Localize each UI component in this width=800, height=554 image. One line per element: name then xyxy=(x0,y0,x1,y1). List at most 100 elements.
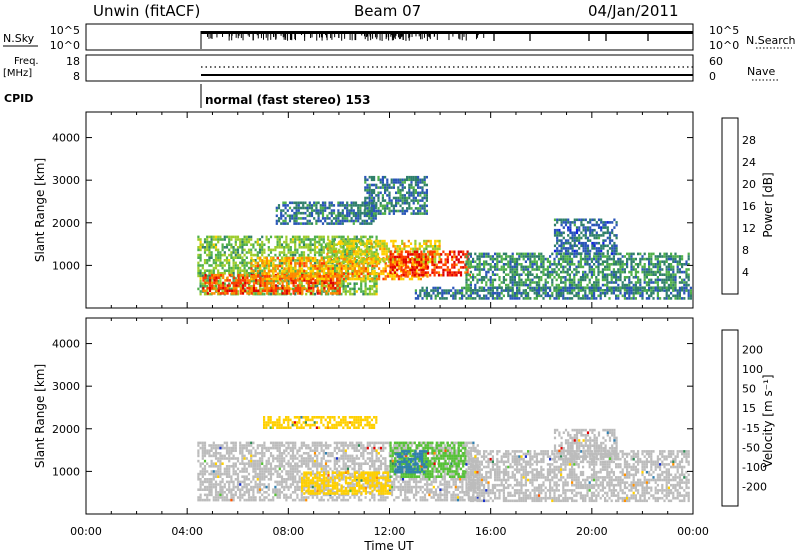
data-cell xyxy=(284,204,287,207)
station-title: Unwin (fitACF) xyxy=(93,2,200,20)
data-cell xyxy=(295,222,298,225)
data-cell xyxy=(362,275,365,278)
data-cell xyxy=(285,289,289,293)
data-cell xyxy=(483,260,486,263)
data-cell xyxy=(593,281,596,284)
data-cell xyxy=(623,270,626,274)
data-cell xyxy=(350,247,353,251)
data-cell xyxy=(447,289,450,292)
data-cell xyxy=(494,286,497,289)
data-cell xyxy=(419,207,422,210)
data-cell xyxy=(300,253,303,257)
data-cell xyxy=(214,235,218,239)
data-cell xyxy=(239,269,242,272)
data-cell xyxy=(606,291,609,295)
data-cell xyxy=(520,268,523,271)
data-cell xyxy=(329,261,332,265)
data-cell xyxy=(318,275,321,278)
data-cell xyxy=(316,269,319,273)
data-cell xyxy=(453,253,456,256)
data-cell xyxy=(295,206,298,210)
data-cell xyxy=(533,281,536,284)
data-cell xyxy=(610,257,613,261)
data-cell xyxy=(277,219,281,223)
freq-tick-bottom-right: 0 xyxy=(709,70,716,83)
data-cell xyxy=(578,239,581,242)
data-cell xyxy=(672,286,675,290)
data-cell xyxy=(652,289,655,292)
data-cell xyxy=(393,269,396,273)
data-cell xyxy=(431,247,435,251)
data-cell xyxy=(330,201,333,205)
data-cell xyxy=(516,286,519,290)
data-cell xyxy=(509,257,512,261)
data-cell xyxy=(597,286,600,290)
data-cell xyxy=(352,204,355,207)
data-cell xyxy=(261,253,264,257)
data-cell xyxy=(568,263,571,266)
data-cell xyxy=(604,244,607,248)
data-cell xyxy=(400,266,403,269)
data-cell xyxy=(678,286,681,290)
data-cell xyxy=(393,275,396,278)
data-cell xyxy=(402,260,405,264)
data-cell xyxy=(390,239,393,243)
data-cell xyxy=(261,240,264,244)
data-cell xyxy=(564,223,568,227)
data-cell xyxy=(546,268,549,271)
data-cell xyxy=(296,269,299,273)
data-cell xyxy=(455,258,458,261)
data-cell xyxy=(502,263,505,266)
data-cell xyxy=(197,287,200,291)
data-cell xyxy=(326,242,329,245)
data-cell xyxy=(366,264,369,267)
data-cell xyxy=(330,211,333,215)
data-cell xyxy=(593,255,596,258)
data-cell xyxy=(513,283,516,287)
data-cell xyxy=(386,181,389,184)
data-cell xyxy=(226,284,229,287)
data-cell xyxy=(448,253,452,256)
data-cell xyxy=(309,262,312,265)
data-cell xyxy=(597,289,600,292)
data-cell xyxy=(320,253,323,257)
data-cell xyxy=(356,262,359,265)
data-cell xyxy=(331,235,334,239)
data-cell xyxy=(373,279,376,283)
data-cell xyxy=(234,248,237,252)
data-cell xyxy=(637,265,640,269)
data-cell xyxy=(412,175,415,179)
data-cell xyxy=(303,276,306,280)
data-cell xyxy=(417,186,420,189)
data-cell xyxy=(288,286,291,290)
data-cell xyxy=(285,272,288,276)
data-cell xyxy=(404,269,407,273)
data-cell xyxy=(373,269,376,273)
data-cell xyxy=(676,268,679,271)
data-cell xyxy=(228,240,231,244)
data-cell xyxy=(393,258,397,261)
data-cell xyxy=(533,255,536,258)
data-cell xyxy=(232,272,235,275)
data-cell xyxy=(349,238,352,241)
data-cell xyxy=(340,256,343,260)
data-cell xyxy=(502,276,505,279)
data-cell xyxy=(645,289,648,292)
data-cell xyxy=(584,278,587,282)
data-cell xyxy=(641,270,644,274)
data-cell xyxy=(564,218,568,222)
data-cell xyxy=(577,270,580,274)
data-cell xyxy=(654,257,657,261)
data-cell xyxy=(597,252,601,255)
data-cell xyxy=(516,268,519,271)
data-cell xyxy=(408,267,411,270)
data-cell xyxy=(427,260,430,264)
data-cell xyxy=(357,261,361,265)
data-cell xyxy=(327,269,330,273)
data-cell xyxy=(654,273,657,276)
data-cell xyxy=(575,228,579,232)
data-cell xyxy=(362,269,365,273)
data-cell xyxy=(226,292,229,295)
data-cell xyxy=(502,278,505,282)
data-cell xyxy=(201,243,204,246)
